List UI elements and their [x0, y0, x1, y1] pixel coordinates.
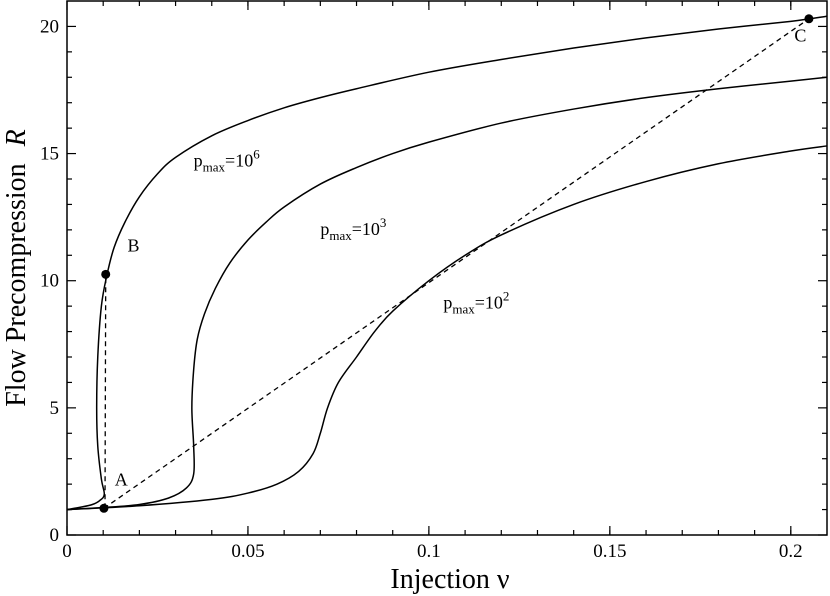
series-line-1 [66, 76, 828, 511]
y-tick-label: 5 [50, 398, 60, 419]
y-tick-label: 20 [40, 16, 59, 37]
marked-point-label-C: C [794, 26, 806, 46]
y-axis-title-symbol: R [1, 129, 32, 147]
plot-frame [66, 0, 828, 536]
x-axis-title: Injection ν [390, 564, 509, 595]
tick-group: 0 0.05 0.1 0.15 0.2 0 5 10 15 20 [40, 1, 827, 562]
x-tick-label: 0 [62, 541, 72, 562]
marked-point-label-A: A [115, 469, 128, 489]
y-tick-label: 0 [50, 525, 60, 546]
series-layer [66, 15, 828, 511]
x-tick-label: 0.1 [417, 541, 441, 562]
series-line-2 [66, 145, 828, 511]
series-label-2: pmax=102 [443, 289, 509, 317]
y-axis-title: Flow Precompression R [1, 129, 32, 407]
x-tick-label: 0.05 [231, 541, 264, 562]
marked-points-layer: A B C [99, 14, 814, 513]
x-tick-label: 0.2 [779, 541, 803, 562]
marked-point-label-B: B [127, 235, 139, 255]
series-label-1: pmax=103 [320, 215, 386, 243]
marked-point-B [101, 269, 111, 279]
series-label-layer: pmax=106 pmax=103 pmax=102 [194, 146, 510, 316]
y-axis-title-text: Flow Precompression [1, 163, 32, 406]
y-tick-label: 10 [40, 271, 59, 292]
dashed-line-4 [104, 274, 107, 509]
marked-point-C [804, 14, 814, 24]
marked-point-A [99, 503, 109, 513]
y-tick-label: 15 [40, 144, 59, 165]
series-label-0: pmax=106 [194, 146, 261, 174]
x-tick-label: 0.15 [593, 541, 626, 562]
series-line-0 [66, 15, 828, 511]
dashed-line-3 [103, 18, 810, 509]
